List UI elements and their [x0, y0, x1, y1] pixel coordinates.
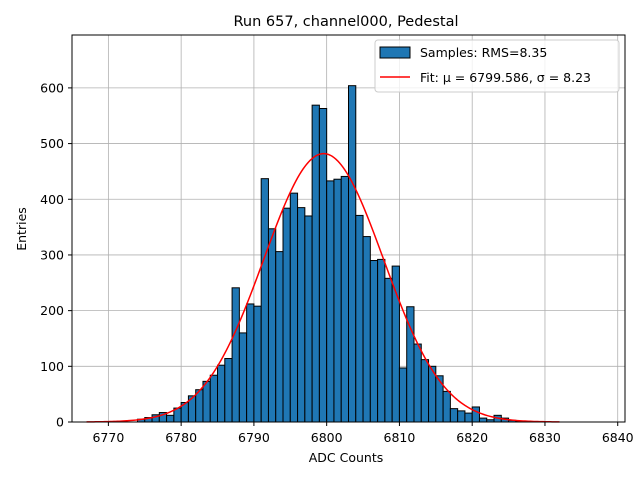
- histogram-bar: [217, 364, 226, 423]
- histogram-bar: [224, 358, 233, 423]
- y-tick-label: 0: [56, 415, 64, 430]
- plot-frame: [71, 34, 626, 423]
- histogram-bar: [442, 390, 451, 423]
- histogram-bar: [471, 406, 480, 423]
- fit-curve: [86, 152, 560, 423]
- histogram-bar: [267, 228, 277, 423]
- x-tick-label: 6770: [92, 430, 124, 445]
- histogram-bar: [297, 207, 306, 423]
- histogram-bar: [246, 303, 255, 423]
- histogram-bar: [355, 214, 364, 423]
- legend-fit-label: Fit: μ = 6799.586, σ = 8.23: [420, 70, 591, 85]
- histogram-bar: [166, 414, 175, 423]
- y-tick-label: 200: [40, 303, 64, 318]
- y-tick-label: 500: [40, 136, 64, 151]
- histogram-bar: [209, 374, 219, 423]
- x-tick-label: 6800: [311, 430, 343, 445]
- legend-box: [374, 39, 620, 93]
- histogram-bar: [253, 305, 262, 423]
- histogram-bar: [311, 104, 320, 423]
- legend-hist-swatch: [379, 46, 411, 59]
- histogram-bar: [231, 287, 240, 423]
- histogram-bar: [202, 380, 211, 423]
- x-tick-label: 6780: [165, 430, 197, 445]
- histogram-bar: [449, 408, 459, 423]
- histogram-bar: [304, 215, 313, 423]
- y-tick-label: 600: [40, 80, 64, 95]
- histogram-bar: [464, 412, 473, 423]
- histogram-bar: [318, 108, 328, 423]
- histogram-bar: [340, 175, 350, 423]
- legend-hist-label: Samples: RMS=8.35: [420, 45, 547, 60]
- legend: Samples: RMS=8.35 Fit: μ = 6799.586, σ =…: [374, 39, 620, 93]
- histogram-bar: [275, 251, 284, 423]
- x-axis-label: ADC Counts: [309, 450, 384, 465]
- y-axis-label: Entries: [14, 207, 29, 251]
- histogram-bar: [348, 85, 357, 423]
- histogram-bar: [478, 417, 488, 423]
- histogram-bar: [413, 343, 422, 423]
- x-axis-ticks: 6770 6780 6790 6800 6810 6820 6830 6840: [92, 422, 634, 445]
- histogram-bar: [369, 260, 379, 423]
- histogram-bar: [362, 236, 371, 423]
- histogram-bar: [289, 192, 299, 423]
- x-tick-label: 6810: [384, 430, 416, 445]
- chart-title: Run 657, channel000, Pedestal: [233, 14, 458, 30]
- histogram-bar: [398, 367, 408, 423]
- histogram-bar: [457, 410, 466, 423]
- x-tick-label: 6840: [602, 430, 634, 445]
- histogram-bar: [406, 306, 415, 423]
- y-axis-ticks: 0 100 200 300 400 500 600: [40, 80, 72, 430]
- x-tick-label: 6790: [238, 430, 270, 445]
- histogram-bars: [136, 85, 531, 423]
- histogram-bar: [326, 180, 335, 423]
- y-tick-label: 100: [40, 359, 64, 374]
- histogram-bar: [391, 265, 400, 423]
- histogram-bar: [377, 258, 386, 423]
- x-tick-label: 6820: [456, 430, 488, 445]
- y-tick-label: 400: [40, 192, 64, 207]
- histogram-bar: [260, 178, 269, 423]
- histogram-bar: [238, 332, 248, 423]
- histogram-bar: [384, 277, 393, 423]
- y-tick-label: 300: [40, 247, 64, 262]
- histogram-bar: [282, 207, 291, 423]
- x-tick-label: 6830: [529, 430, 561, 445]
- histogram-bar: [333, 178, 342, 423]
- histogram-bar: [420, 359, 430, 423]
